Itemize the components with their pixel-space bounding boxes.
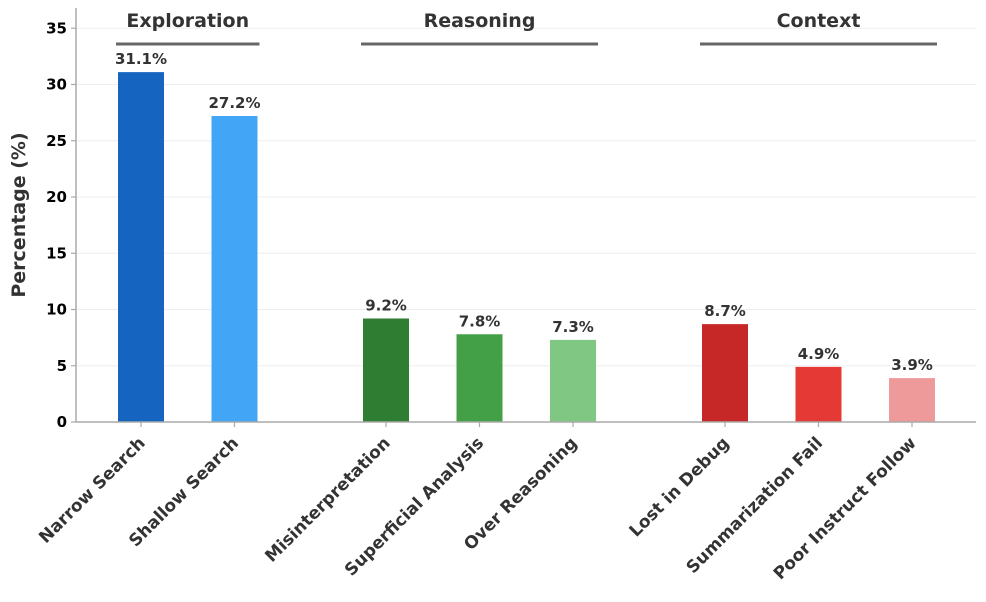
value-label: 7.3%	[552, 318, 594, 336]
value-label: 8.7%	[704, 302, 746, 320]
group-labels: Exploration Reasoning Context	[116, 10, 937, 46]
bars	[118, 72, 935, 422]
value-label: 27.2%	[208, 94, 260, 112]
axes	[75, 8, 976, 423]
bar	[456, 334, 503, 422]
value-label: 4.9%	[798, 345, 840, 363]
x-tick-label: Lost in Debug	[626, 433, 734, 541]
bar	[889, 378, 935, 422]
bar	[702, 324, 748, 422]
value-labels: 31.1% 27.2% 9.2% 7.8% 7.3% 8.7% 4.9% 3.9%	[115, 50, 933, 374]
y-tick-label: 25	[46, 132, 67, 150]
y-axis-title: Percentage (%)	[8, 132, 30, 297]
value-label: 9.2%	[365, 297, 407, 315]
bar	[550, 339, 596, 422]
bar	[795, 366, 842, 422]
gridlines	[76, 27, 976, 367]
y-tick-label: 0	[57, 413, 67, 431]
value-label: 3.9%	[891, 356, 933, 374]
bar	[211, 116, 258, 422]
y-tick-label: 15	[46, 244, 67, 262]
bar	[118, 72, 164, 422]
y-tick-label: 20	[46, 188, 67, 206]
group-label: Reasoning	[424, 10, 536, 32]
y-ticks: 0 5 10 15 20 25 30 35	[46, 19, 76, 431]
y-tick-label: 10	[46, 301, 67, 319]
group-label: Exploration	[126, 10, 249, 32]
y-tick-label: 30	[46, 76, 67, 94]
value-label: 31.1%	[115, 50, 167, 68]
y-tick-label: 35	[46, 19, 67, 37]
bar	[363, 318, 409, 422]
y-tick-label: 5	[57, 357, 67, 375]
value-label: 7.8%	[459, 312, 501, 330]
group-label: Context	[777, 10, 861, 32]
